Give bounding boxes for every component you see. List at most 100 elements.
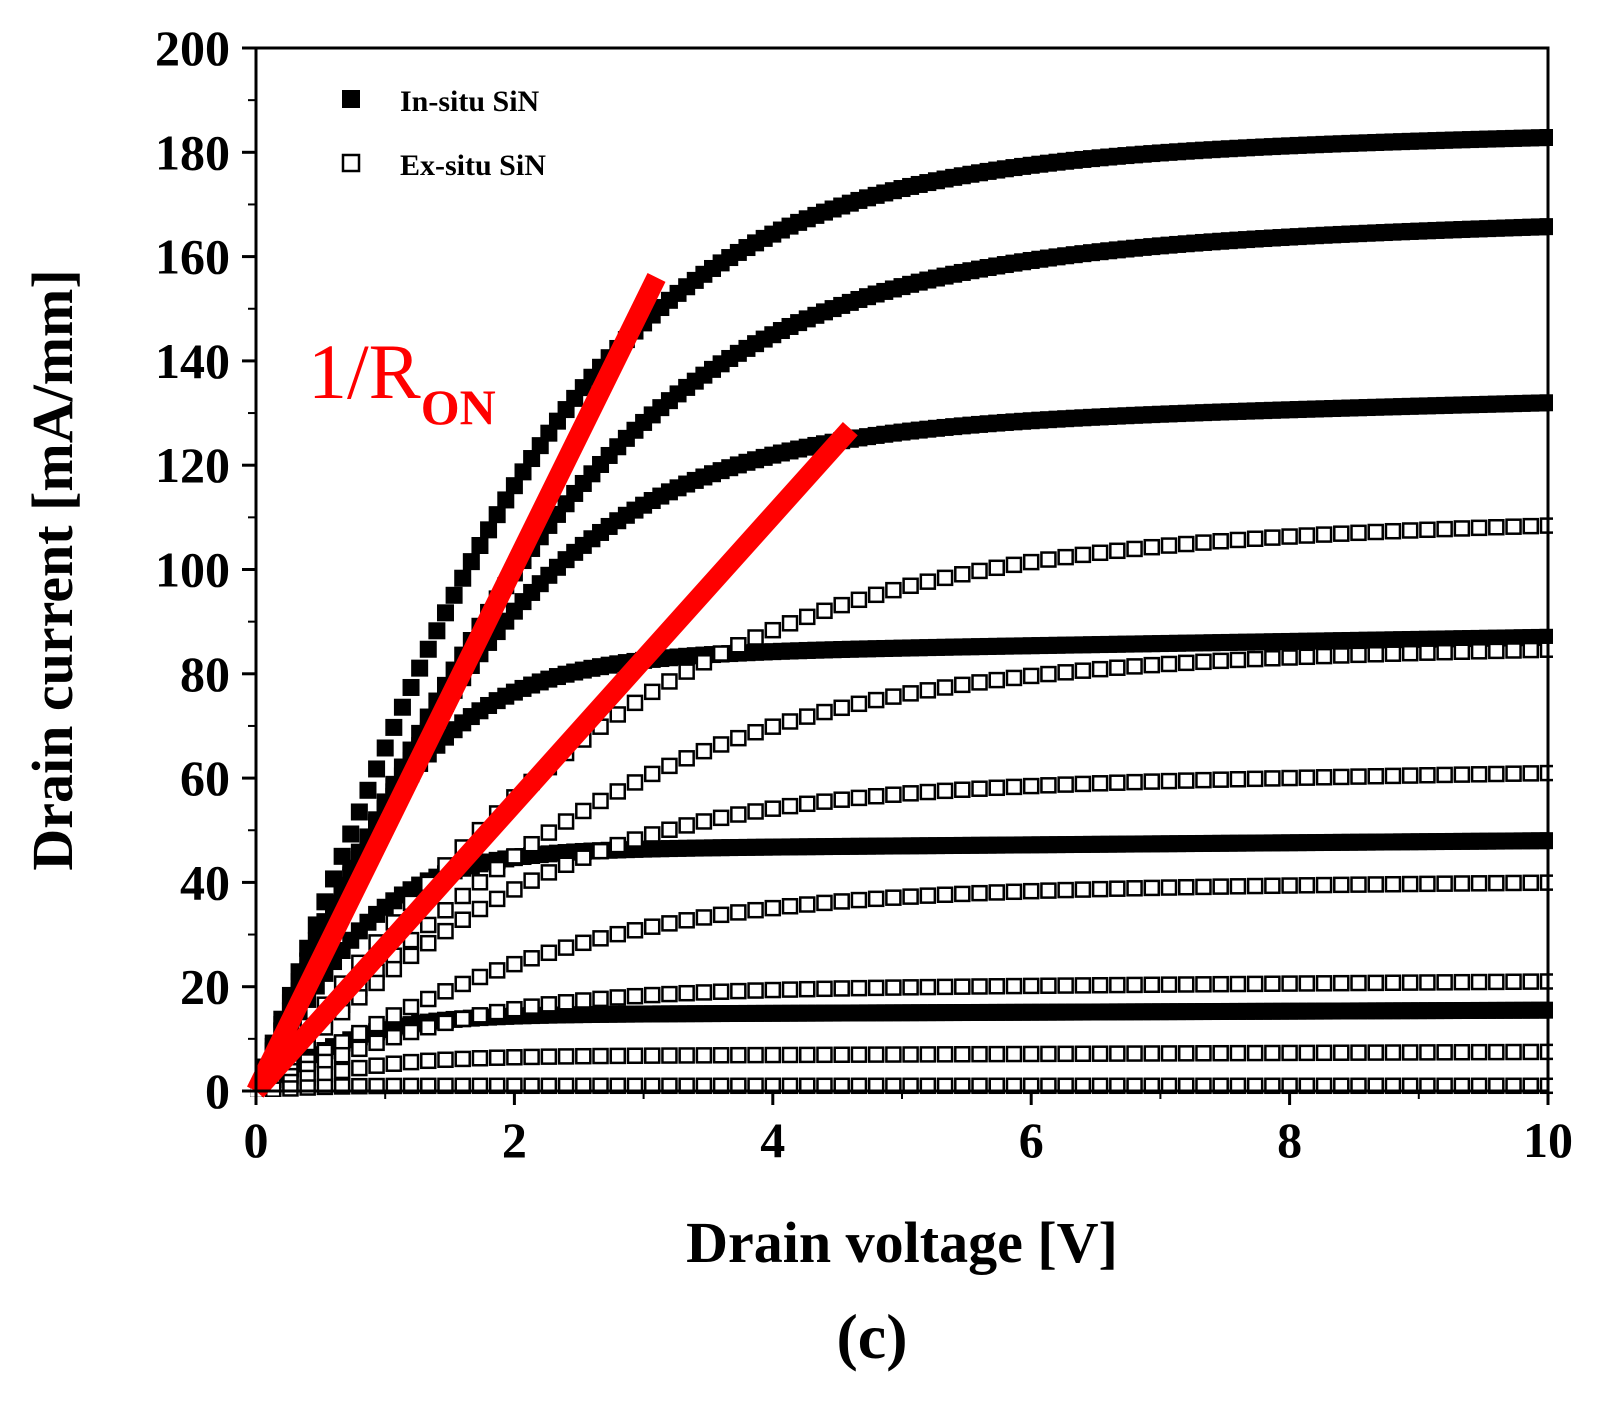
data-point [1074, 977, 1092, 994]
data-point [643, 918, 661, 935]
data-point [626, 1077, 644, 1095]
data-point [902, 888, 919, 905]
data-point [1057, 664, 1074, 681]
legend-marker-ex-situ [341, 153, 361, 173]
data-point [436, 604, 454, 622]
ex-situ-curve-4 [250, 874, 1553, 1097]
data-point [833, 596, 850, 614]
data-point [402, 1023, 420, 1041]
data-point [1522, 973, 1540, 990]
data-point [437, 1051, 454, 1069]
data-point [1333, 1077, 1350, 1095]
data-point [385, 1028, 403, 1046]
data-point [1384, 875, 1402, 893]
data-point [523, 998, 540, 1015]
data-point [1505, 1077, 1522, 1095]
data-point [385, 960, 403, 978]
data-point [1522, 1043, 1540, 1061]
data-point [385, 1077, 403, 1095]
data-point [488, 860, 506, 878]
data-point [1229, 1077, 1247, 1095]
data-point [1005, 669, 1023, 687]
data-point [368, 1034, 385, 1052]
data-point [1436, 974, 1453, 991]
data-point [1419, 644, 1436, 661]
data-point [1022, 882, 1040, 900]
data-point [1505, 642, 1522, 659]
data-point [988, 559, 1005, 577]
data-point [1315, 769, 1333, 786]
ron-fit-line-2 [248, 422, 858, 1098]
ex-situ-curve-7 [250, 1077, 1553, 1097]
y-tick-label: 0 [205, 1063, 230, 1119]
data-point [747, 723, 764, 741]
data-point [1091, 544, 1109, 562]
data-point [505, 477, 523, 495]
data-point [488, 1049, 506, 1066]
data-point [1298, 769, 1316, 786]
data-point [678, 750, 695, 767]
data-point [471, 1077, 489, 1095]
data-point [1298, 975, 1316, 992]
data-point [1109, 542, 1126, 560]
data-point [643, 1047, 661, 1064]
data-point [1401, 767, 1419, 784]
data-point [936, 569, 954, 587]
data-point [695, 742, 713, 760]
data-point [1333, 974, 1350, 992]
data-point [428, 622, 446, 640]
data-point [816, 1077, 833, 1095]
data-point [454, 911, 471, 928]
data-point [1470, 973, 1488, 991]
data-point [1264, 770, 1281, 787]
data-point [1281, 877, 1298, 894]
data-point [1074, 546, 1092, 564]
data-point [936, 978, 954, 996]
data-point [626, 987, 644, 1005]
data-point [764, 800, 782, 817]
data-point [1109, 774, 1126, 791]
data-point [480, 521, 498, 539]
data-point [1143, 773, 1161, 790]
data-point [385, 1007, 403, 1024]
x-tick-label: 2 [502, 1112, 527, 1168]
data-point [1126, 658, 1143, 675]
data-point [514, 463, 532, 481]
data-point [1143, 879, 1161, 897]
data-point [1246, 650, 1264, 668]
y-tick-label: 200 [155, 20, 230, 76]
data-point [712, 906, 730, 924]
data-point [351, 1059, 368, 1077]
data-point [1091, 1077, 1109, 1095]
data-point [954, 885, 971, 903]
data-point [1143, 1045, 1161, 1062]
data-point [437, 922, 454, 940]
data-point [1470, 766, 1488, 783]
data-point [1350, 1077, 1367, 1095]
data-point [1040, 665, 1057, 683]
data-point [488, 890, 506, 908]
data-point [1333, 1044, 1350, 1061]
data-point [350, 803, 368, 821]
data-point [1384, 522, 1402, 540]
data-point [1350, 524, 1367, 542]
data-point [626, 694, 644, 712]
data-point [712, 983, 730, 1000]
data-point [678, 663, 695, 680]
data-point [1436, 1077, 1453, 1095]
data-point [609, 989, 627, 1006]
data-point [833, 699, 850, 717]
data-point [1057, 1077, 1074, 1095]
data-point [1419, 767, 1436, 784]
data-point [936, 1077, 954, 1095]
data-point [454, 1077, 471, 1095]
data-point [1436, 520, 1453, 538]
y-tick-label: 180 [155, 124, 230, 180]
data-point [816, 980, 833, 998]
data-point [1367, 876, 1384, 893]
data-point [1333, 647, 1350, 664]
data-point [1074, 881, 1092, 898]
data-point [1264, 1044, 1281, 1062]
data-point [695, 1077, 713, 1095]
data-point [712, 736, 730, 753]
